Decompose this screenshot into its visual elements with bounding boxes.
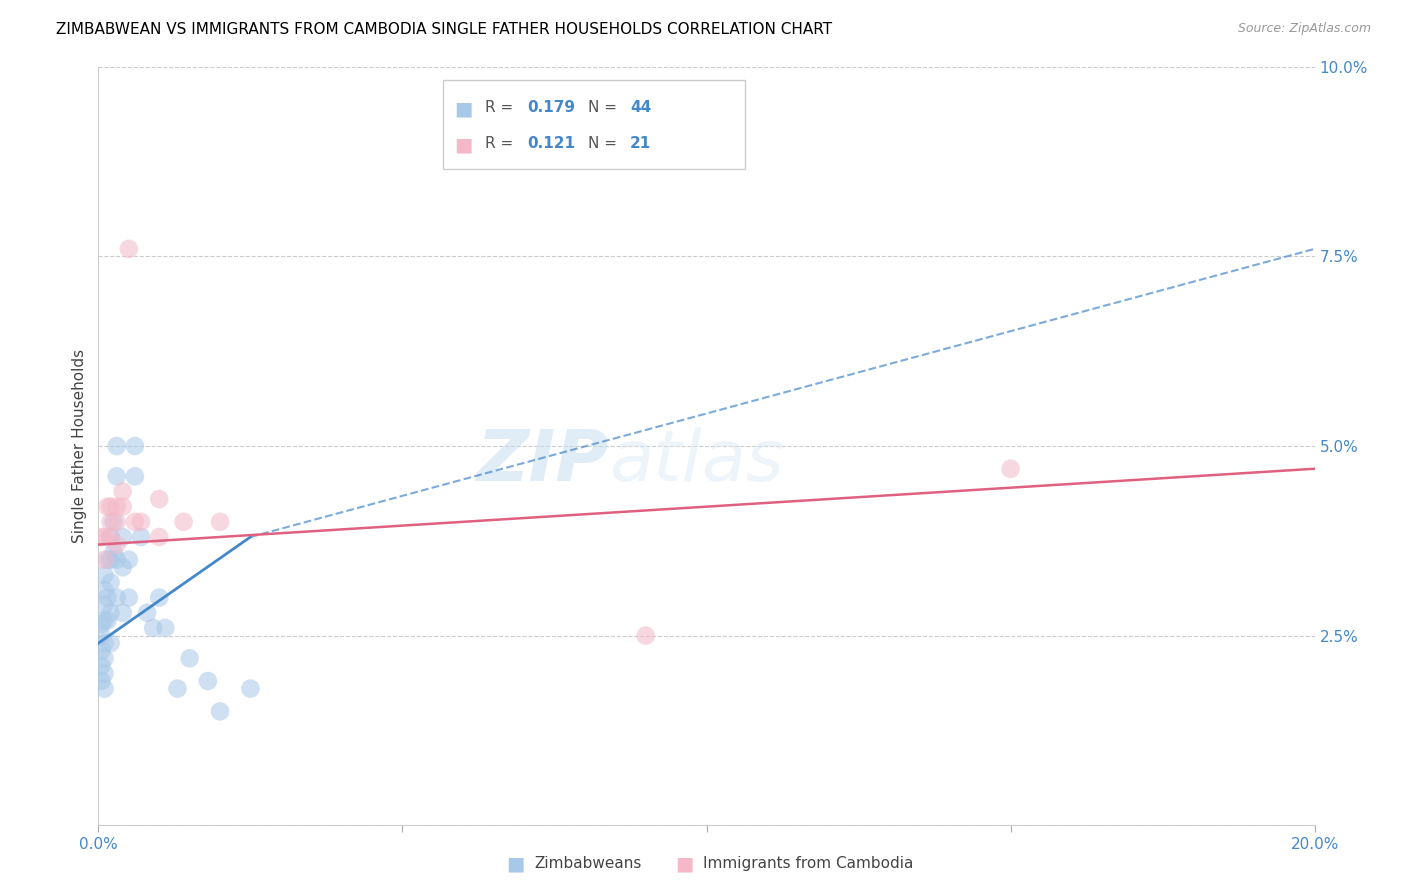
Point (103, 515, 125, 529)
Point (100, 530, 122, 544)
Point (124, 515, 146, 529)
Point (111, 484, 134, 499)
Point (93, 583, 115, 598)
Point (118, 552, 141, 567)
Point (93, 636, 115, 650)
Text: Source: ZipAtlas.com: Source: ZipAtlas.com (1237, 22, 1371, 36)
Point (93, 568, 115, 582)
Point (96, 614, 118, 628)
Text: 0.121: 0.121 (527, 136, 575, 151)
Point (100, 500, 122, 514)
Point (209, 705, 232, 719)
Text: 0.179: 0.179 (527, 100, 575, 115)
Point (111, 560, 134, 574)
Point (100, 530, 122, 544)
Point (111, 500, 134, 514)
Text: Immigrants from Cambodia: Immigrants from Cambodia (703, 856, 914, 871)
Point (90, 530, 112, 544)
Text: N =: N = (588, 136, 621, 151)
Point (93, 666, 115, 681)
Point (136, 606, 159, 620)
Point (103, 545, 125, 559)
Text: atlas: atlas (609, 426, 783, 496)
Point (96, 552, 118, 567)
Point (90, 658, 112, 673)
Point (100, 606, 122, 620)
Point (129, 530, 152, 544)
Point (179, 651, 201, 665)
Point (90, 644, 112, 658)
Point (105, 439, 128, 453)
Point (105, 469, 128, 483)
Text: ■: ■ (675, 854, 693, 873)
Point (105, 515, 128, 529)
Point (93, 530, 115, 544)
Point (118, 242, 141, 256)
Point (100, 552, 122, 567)
Point (100, 575, 122, 590)
Text: ZIP: ZIP (477, 426, 609, 496)
Text: 44: 44 (630, 100, 651, 115)
Point (124, 439, 146, 453)
Point (105, 500, 128, 514)
Text: Zimbabweans: Zimbabweans (534, 856, 641, 871)
Point (100, 636, 122, 650)
Text: N =: N = (588, 100, 621, 115)
Point (209, 515, 232, 529)
Point (96, 500, 118, 514)
Point (93, 599, 115, 613)
Point (173, 515, 195, 529)
Point (148, 530, 170, 544)
Point (93, 681, 115, 696)
Point (142, 621, 165, 635)
Point (105, 591, 128, 605)
Point (105, 537, 128, 551)
Point (124, 469, 146, 483)
Point (96, 591, 118, 605)
Point (105, 552, 128, 567)
Text: R =: R = (485, 100, 519, 115)
Point (155, 621, 177, 635)
Point (166, 681, 188, 696)
Point (239, 681, 262, 696)
Text: ZIMBABWEAN VS IMMIGRANTS FROM CAMBODIA SINGLE FATHER HOUSEHOLDS CORRELATION CHAR: ZIMBABWEAN VS IMMIGRANTS FROM CAMBODIA S… (56, 22, 832, 37)
Text: 21: 21 (630, 136, 651, 151)
Point (148, 492, 170, 507)
Point (111, 530, 134, 544)
Point (90, 628, 112, 642)
Point (93, 552, 115, 567)
Point (197, 674, 219, 689)
Point (90, 674, 112, 689)
Point (634, 628, 657, 642)
Point (93, 614, 115, 628)
Point (90, 617, 112, 632)
Point (129, 515, 152, 529)
Point (100, 515, 122, 529)
Point (118, 591, 141, 605)
Point (111, 606, 134, 620)
Y-axis label: Single Father Households: Single Father Households (72, 349, 87, 543)
Text: ■: ■ (454, 100, 472, 119)
Point (1000, 462, 1022, 476)
Point (148, 591, 170, 605)
Text: ■: ■ (506, 854, 524, 873)
Text: ■: ■ (454, 136, 472, 154)
Point (93, 651, 115, 665)
Text: R =: R = (485, 136, 519, 151)
